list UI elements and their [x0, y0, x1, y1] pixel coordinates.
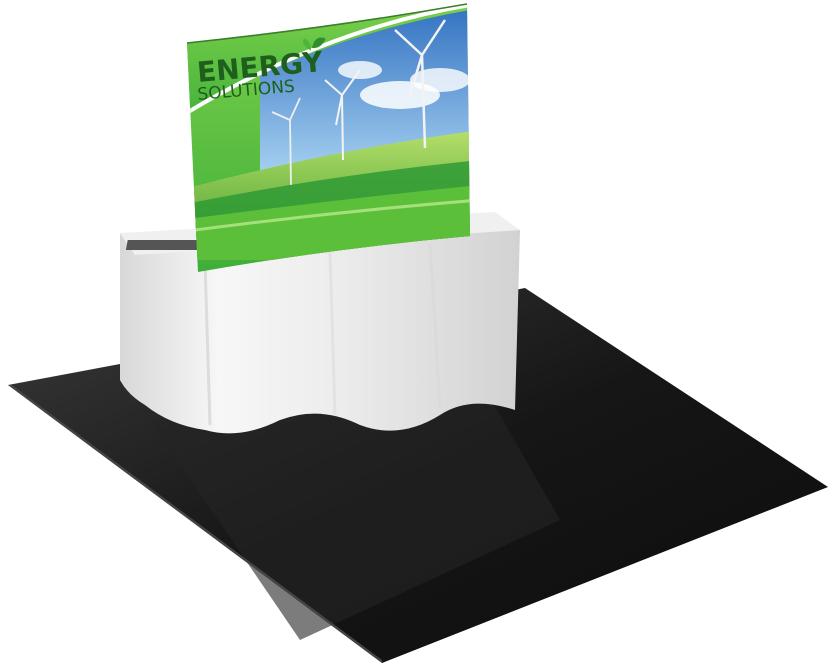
floor-edge — [8, 385, 382, 663]
wind-turbine — [324, 69, 361, 161]
tablecloth-front — [120, 230, 520, 434]
floor-reflection — [150, 380, 560, 640]
cloth-fold — [428, 242, 442, 409]
display-banner: ENERGY SOLUTIONS — [186, 3, 470, 272]
cloth-fold — [203, 261, 212, 426]
banner-top-edge — [186, 3, 468, 44]
wind-turbine — [271, 97, 301, 186]
leaf-icon — [302, 37, 326, 51]
wind-turbine — [394, 19, 447, 149]
cloth-fold — [328, 251, 337, 416]
